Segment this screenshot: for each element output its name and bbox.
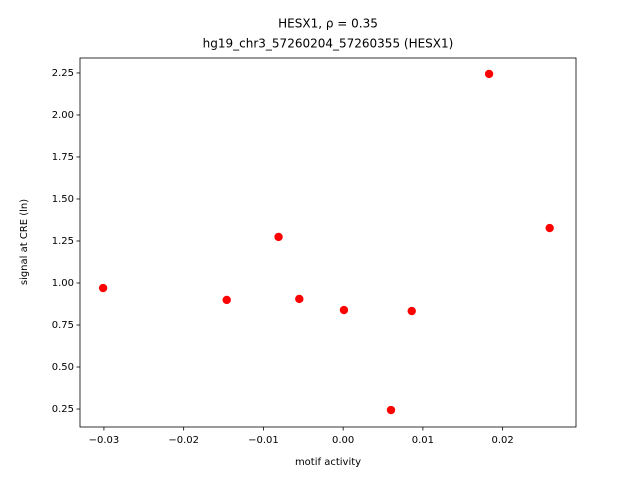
y-axis-label: signal at CRE (ln) <box>19 199 30 285</box>
point <box>274 232 283 242</box>
y-tick-label: 2.00 <box>52 110 74 121</box>
x-tick-label: −0.02 <box>168 435 199 446</box>
x-tick-label: 0.00 <box>332 435 354 446</box>
x-tick-label: 0.02 <box>492 435 514 446</box>
y-tick-label: 0.50 <box>52 362 74 373</box>
point <box>545 223 554 233</box>
y-tick-label: 1.25 <box>52 236 74 247</box>
point <box>339 305 349 315</box>
x-tick-label: −0.03 <box>89 435 120 446</box>
y-tick-label: 1.75 <box>52 152 74 163</box>
x-tick-label: 0.01 <box>412 435 434 446</box>
x-tick-label: −0.01 <box>248 435 279 446</box>
y-tick-label: 1.50 <box>52 194 74 205</box>
plot-frame <box>79 57 577 428</box>
y-tick-label: 0.25 <box>52 404 74 415</box>
y-tick-label: 0.75 <box>52 320 74 331</box>
x-axis-label: motif activity <box>295 457 361 468</box>
y-tick-label: 1.00 <box>52 278 74 289</box>
point <box>98 283 108 293</box>
chart-title: HESX1, ρ = 0.35 <box>278 17 378 31</box>
point <box>407 306 416 316</box>
point <box>484 69 494 79</box>
point <box>222 295 231 305</box>
y-tick-label: 2.25 <box>52 68 74 79</box>
chart-subtitle: hg19_chr3_57260204_57260355 (HESX1) <box>203 37 454 51</box>
point <box>386 405 396 415</box>
point <box>295 294 304 304</box>
